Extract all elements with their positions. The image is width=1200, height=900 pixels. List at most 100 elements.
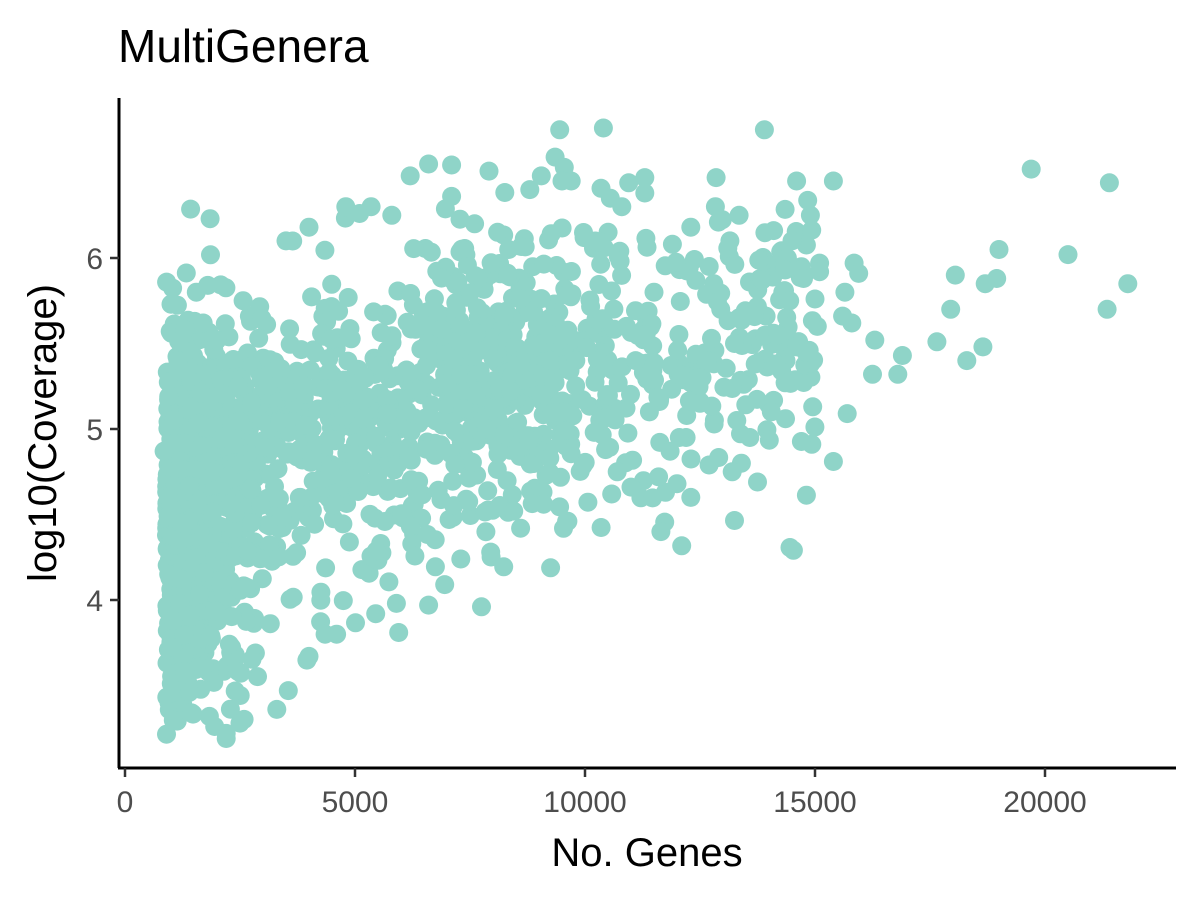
data-point [341, 468, 361, 488]
data-point [708, 212, 728, 232]
data-point [426, 411, 446, 431]
data-point [660, 441, 680, 461]
data-point [729, 205, 749, 225]
data-point [400, 166, 420, 186]
data-point [425, 557, 445, 577]
data-point [780, 291, 800, 311]
data-point [791, 432, 811, 451]
data-point [194, 563, 214, 583]
data-point [1118, 274, 1138, 294]
data-point [594, 355, 614, 375]
data-point [419, 595, 439, 615]
data-point [159, 487, 179, 507]
data-point [460, 506, 480, 525]
data-point [216, 723, 236, 743]
data-point [591, 518, 611, 537]
data-point [681, 449, 701, 469]
data-point [432, 268, 451, 288]
data-point [566, 376, 586, 396]
data-point [511, 289, 531, 309]
data-point [515, 370, 535, 390]
data-point [764, 221, 784, 241]
data-point [684, 250, 704, 269]
data-point [635, 168, 655, 188]
data-point [428, 480, 448, 500]
data-point [709, 448, 729, 467]
x-axis-label: No. Genes [551, 831, 742, 875]
data-point [635, 183, 655, 203]
data-point [442, 155, 462, 175]
data-point [175, 662, 195, 682]
data-point [186, 548, 206, 568]
data-point [220, 699, 240, 719]
data-point [720, 231, 740, 251]
data-point [754, 120, 774, 140]
data-point [768, 325, 788, 345]
data-point [704, 414, 724, 434]
data-point [782, 231, 802, 251]
data-point [405, 546, 425, 566]
data-point [241, 480, 261, 500]
x-axis-ticks: 0 5000 10000 15000 20000 [117, 768, 1087, 819]
data-point [466, 385, 486, 405]
data-point [162, 637, 182, 657]
data-point [651, 522, 671, 542]
data-point [610, 251, 630, 271]
data-point [193, 313, 213, 333]
data-point [272, 508, 292, 527]
data-point [251, 495, 271, 515]
data-point [475, 502, 495, 522]
data-point [552, 171, 572, 191]
data-point [798, 190, 818, 210]
data-point [802, 220, 822, 240]
data-point [748, 472, 767, 492]
data-point [596, 440, 616, 460]
data-point [320, 460, 340, 480]
data-point [550, 497, 570, 517]
data-point [181, 199, 201, 219]
data-point [672, 536, 692, 556]
data-point [462, 452, 482, 472]
data-point [519, 430, 539, 450]
data-point [255, 438, 275, 458]
data-point [406, 319, 426, 339]
data-point [621, 477, 641, 497]
data-point [520, 180, 540, 200]
data-point [484, 399, 504, 418]
data-point [699, 257, 719, 276]
data-point [260, 614, 280, 634]
data-point [242, 649, 262, 669]
data-point [302, 450, 322, 470]
data-point [154, 441, 174, 461]
data-point [179, 682, 199, 702]
data-point [803, 397, 823, 417]
data-point [688, 368, 708, 388]
data-point [401, 470, 421, 490]
data-point [593, 118, 613, 138]
data-point [494, 306, 514, 326]
data-point [975, 274, 995, 294]
data-point [476, 522, 496, 542]
data-point [346, 613, 365, 633]
data-point [188, 490, 208, 510]
data-point [386, 593, 406, 613]
data-point [581, 297, 601, 317]
data-point [835, 282, 855, 302]
data-point [598, 385, 618, 405]
data-point [706, 168, 726, 188]
data-point [322, 274, 342, 294]
data-point [520, 454, 540, 474]
data-point [892, 346, 912, 365]
data-point [424, 289, 444, 309]
data-point [478, 481, 498, 501]
data-point [805, 417, 825, 437]
data-point [315, 240, 335, 260]
data-point [201, 626, 221, 646]
data-point [725, 511, 744, 530]
data-point [333, 514, 353, 534]
data-point [159, 564, 179, 584]
data-point [159, 387, 179, 406]
data-point [550, 120, 570, 140]
data-point [545, 373, 565, 393]
data-point [366, 541, 386, 561]
